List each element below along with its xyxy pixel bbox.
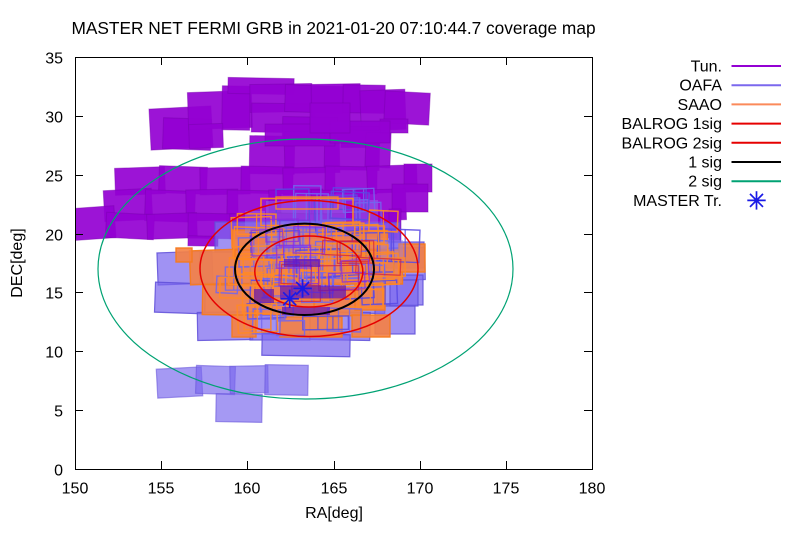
svg-text:MASTER Tr.: MASTER Tr. xyxy=(633,193,722,210)
svg-text:MASTER NET FERMI GRB in 2021-0: MASTER NET FERMI GRB in 2021-01-20 07:10… xyxy=(71,18,595,38)
svg-text:170: 170 xyxy=(407,481,434,498)
svg-text:150: 150 xyxy=(62,481,89,498)
svg-text:20: 20 xyxy=(45,228,63,245)
svg-text:SAAO: SAAO xyxy=(678,97,722,114)
svg-text:BALROG 2sig: BALROG 2sig xyxy=(622,135,722,152)
svg-text:35: 35 xyxy=(45,51,63,68)
svg-text:0: 0 xyxy=(54,463,63,480)
svg-text:Tun.: Tun. xyxy=(691,59,722,76)
svg-text:OAFA: OAFA xyxy=(679,78,722,95)
svg-text:RA[deg]: RA[deg] xyxy=(305,505,363,522)
svg-text:BALROG 1sig: BALROG 1sig xyxy=(622,116,722,133)
svg-text:30: 30 xyxy=(45,110,63,127)
svg-text:DEC[deg]: DEC[deg] xyxy=(9,228,26,297)
svg-text:10: 10 xyxy=(45,345,63,362)
svg-text:175: 175 xyxy=(493,481,520,498)
svg-text:160: 160 xyxy=(234,481,261,498)
svg-text:1 sig: 1 sig xyxy=(688,155,722,172)
svg-text:5: 5 xyxy=(54,404,63,421)
svg-text:155: 155 xyxy=(148,481,175,498)
svg-text:2 sig: 2 sig xyxy=(688,174,722,191)
svg-text:25: 25 xyxy=(45,169,63,186)
svg-text:15: 15 xyxy=(45,286,63,303)
svg-text:180: 180 xyxy=(579,481,606,498)
svg-text:165: 165 xyxy=(321,481,348,498)
